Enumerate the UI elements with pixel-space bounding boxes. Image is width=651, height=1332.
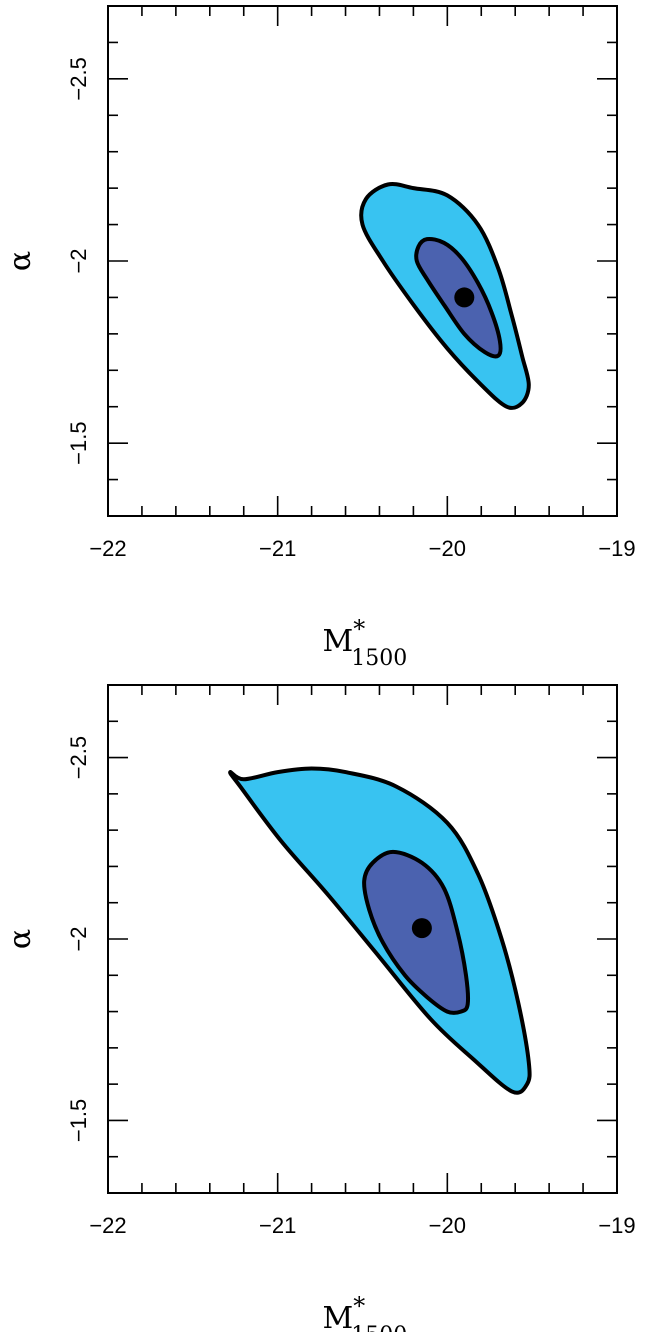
x-tick-label: −19: [598, 1213, 635, 1238]
x-tick-label: −21: [259, 1213, 296, 1238]
x-axis-label-sup: *: [353, 1292, 365, 1320]
y-tick-label: −2: [66, 248, 91, 273]
x-tick-label: −22: [89, 1213, 126, 1238]
y-tick-labels: −2.5 −2 −1.5: [66, 736, 91, 1142]
x-tick-labels: −22 −21 −20 −19: [89, 536, 635, 561]
y-tick-labels: −2.5 −2 −1.5: [66, 57, 91, 465]
best-fit-point: [411, 918, 432, 939]
y-tick-label: −1.5: [66, 421, 91, 464]
x-tick-label: −22: [89, 536, 126, 561]
best-fit-point: [454, 287, 475, 308]
y-tick-label: −1.5: [66, 1099, 91, 1142]
x-tick-labels: −22 −21 −20 −19: [89, 1213, 635, 1238]
x-axis-label-sub: 1500: [351, 646, 407, 671]
x-tick-label: −20: [429, 1213, 466, 1238]
x-axis-label-main: M: [323, 624, 354, 659]
y-tick-label: −2: [66, 926, 91, 951]
y-axis-label: α: [3, 929, 38, 949]
panel-top: −22 −21 −20 −19 −2.5 −2 −1.5 M* 1500 α: [3, 5, 636, 671]
x-axis-label-main: M: [323, 1301, 354, 1332]
x-tick-label: −20: [429, 536, 466, 561]
plot-frame: [107, 5, 618, 517]
y-tick-label: −2.5: [66, 57, 91, 100]
contour-layer: [359, 182, 531, 410]
x-tick-label: −19: [598, 536, 635, 561]
y-axis-label: α: [3, 251, 38, 271]
contour-layer: [228, 766, 532, 1095]
x-tick-label: −21: [259, 536, 296, 561]
tick-layer: [107, 684, 618, 1194]
y-tick-label: −2.5: [66, 736, 91, 779]
x-axis-label-sup: *: [353, 615, 365, 643]
x-axis-label: M* 1500: [323, 1292, 408, 1332]
tick-layer: [107, 5, 618, 517]
panel-bottom: −22 −21 −20 −19 −2.5 −2 −1.5 M* 1500 α: [3, 684, 636, 1332]
x-axis-label-sub: 1500: [351, 1323, 407, 1332]
x-axis-label: M* 1500: [323, 615, 408, 671]
